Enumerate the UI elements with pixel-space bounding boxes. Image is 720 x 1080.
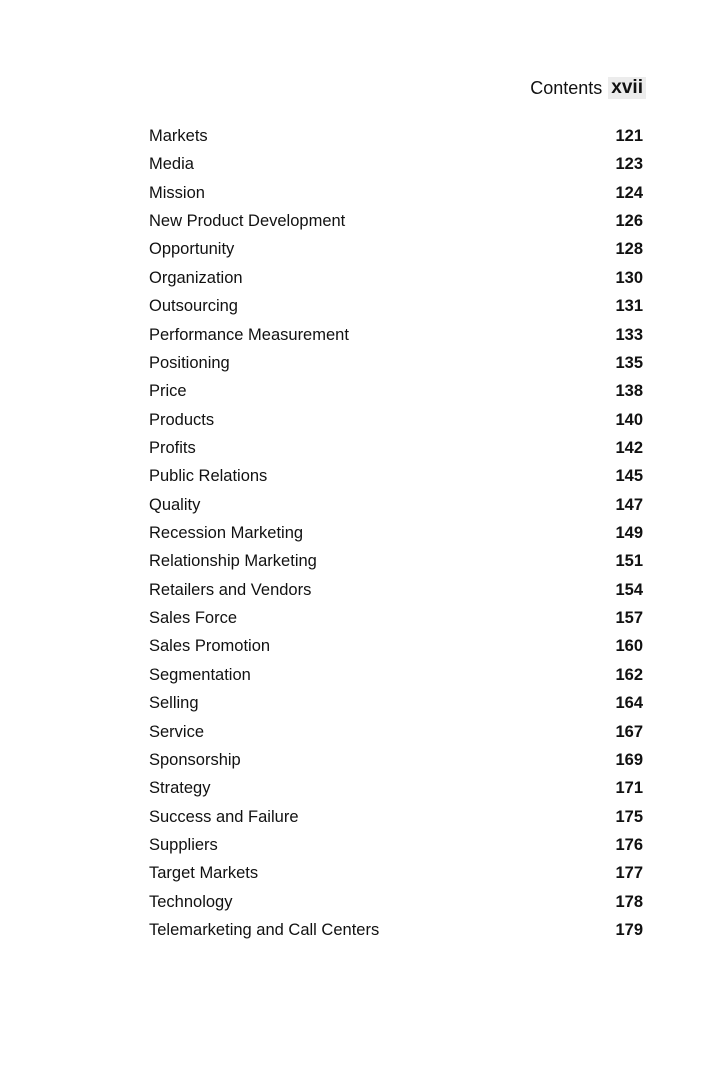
toc-entry: Products 140 — [149, 408, 643, 436]
toc-entry: Segmentation 162 — [149, 663, 643, 691]
toc-entry: Opportunity 128 — [149, 237, 643, 265]
toc-entry-page: 178 — [615, 892, 643, 911]
toc-entry-page: 160 — [615, 637, 643, 656]
toc-entry-page: 147 — [615, 495, 643, 514]
toc-entry-page: 157 — [615, 609, 643, 628]
toc-entry: Sales Promotion 160 — [149, 634, 643, 662]
toc-entry-title: New Product Development — [149, 212, 346, 231]
toc-entry-page: 140 — [615, 410, 643, 429]
toc-entry: Organization 130 — [149, 266, 643, 294]
toc-entry-title: Recession Marketing — [149, 524, 304, 543]
toc-entry-title: Profits — [149, 438, 196, 457]
toc-entry-title: Performance Measurement — [149, 325, 349, 344]
toc-entry-page: 164 — [615, 694, 643, 713]
toc-entry-page: 162 — [615, 665, 643, 684]
header-title: Contents — [530, 77, 603, 98]
toc-entry: Technology 178 — [149, 890, 643, 918]
toc-entry-title: Quality — [149, 495, 201, 514]
toc-entry-title: Products — [149, 410, 215, 429]
toc-entry-page: 121 — [615, 127, 643, 145]
toc-entry-title: Sponsorship — [149, 750, 241, 769]
toc-entry: Recession Marketing 149 — [149, 521, 643, 549]
toc-entry: Mission 124 — [149, 181, 643, 209]
toc-entry-page: 138 — [615, 382, 643, 401]
toc-entry-page: 142 — [615, 438, 643, 457]
toc-entry: Markets 121 — [149, 124, 643, 152]
toc-entry: Suppliers 176 — [149, 833, 643, 861]
toc-entry-title: Success and Failure — [149, 807, 299, 826]
toc-entry: Profits 142 — [149, 436, 643, 464]
toc-entry-page: 130 — [615, 268, 643, 287]
toc-entry: New Product Development 126 — [149, 209, 643, 237]
toc-entry: Media 123 — [149, 152, 643, 180]
toc-entry: Sales Force 157 — [149, 606, 643, 634]
toc-entry: Positioning 135 — [149, 351, 643, 379]
toc-entry-page: 149 — [615, 524, 643, 543]
toc-entry-page: 126 — [615, 212, 643, 231]
toc-entry: Strategy 171 — [149, 776, 643, 804]
toc-entry-page: 131 — [615, 297, 643, 316]
toc-entry: Quality 147 — [149, 493, 643, 521]
running-header: Contents xvii — [530, 77, 646, 99]
toc-entry: Target Markets 177 — [149, 861, 643, 889]
toc-entry-title: Media — [149, 155, 194, 174]
toc-entry-page: 145 — [615, 467, 643, 486]
toc-entry-title: Sales Force — [149, 609, 238, 628]
toc-entry: Public Relations 145 — [149, 464, 643, 492]
toc-entry-title: Positioning — [149, 353, 230, 372]
toc-entry-page: 128 — [615, 240, 643, 259]
toc-entry: Relationship Marketing 151 — [149, 549, 643, 577]
toc-entry-title: Retailers and Vendors — [149, 580, 312, 599]
toc-entry-title: Target Markets — [149, 864, 259, 883]
toc-entry-page: 135 — [615, 353, 643, 372]
toc-entry-title: Sales Promotion — [149, 637, 271, 656]
toc-entry-page: 169 — [615, 750, 643, 769]
toc-entry-page: 123 — [615, 155, 643, 174]
toc-entry: Performance Measurement 133 — [149, 323, 643, 351]
toc-entry-title: Suppliers — [149, 835, 218, 854]
toc-entry: Sponsorship 169 — [149, 748, 643, 776]
header-page-number: xvii — [608, 77, 646, 99]
toc-entry-title: Outsourcing — [149, 297, 238, 316]
toc-entry-page: 133 — [615, 325, 643, 344]
toc-entry-page: 179 — [615, 921, 643, 940]
toc-entry-title: Markets — [149, 127, 208, 145]
toc-entry-title: Selling — [149, 694, 199, 713]
toc-entry-title: Segmentation — [149, 665, 251, 684]
toc-entry-title: Relationship Marketing — [149, 552, 317, 571]
toc-entry: Success and Failure 175 — [149, 805, 643, 833]
toc-entry: Outsourcing 131 — [149, 294, 643, 322]
toc-entry-page: 154 — [615, 580, 643, 599]
toc-entry-title: Telemarketing and Call Centers — [149, 921, 380, 940]
toc-entry-page: 171 — [615, 779, 643, 798]
toc-entry-page: 124 — [615, 183, 643, 202]
toc-entry-page: 177 — [615, 864, 643, 883]
toc-entry-title: Price — [149, 382, 187, 401]
toc-entry-title: Opportunity — [149, 240, 235, 259]
toc-entry: Price 138 — [149, 379, 643, 407]
toc-entry-title: Strategy — [149, 779, 211, 798]
toc-entry-title: Technology — [149, 892, 233, 911]
toc-entry-title: Organization — [149, 268, 243, 287]
toc-entry: Telemarketing and Call Centers 179 — [149, 918, 643, 946]
table-of-contents: Markets 121 Media 123 Mission 124 New Product … — [149, 124, 643, 946]
toc-entry-page: 176 — [615, 835, 643, 854]
toc-entry-page: 167 — [615, 722, 643, 741]
toc-entry-title: Public Relations — [149, 467, 268, 486]
toc-entry-title: Service — [149, 722, 205, 741]
toc-entry-page: 175 — [615, 807, 643, 826]
toc-entry-title: Mission — [149, 183, 205, 202]
toc-entry: Service 167 — [149, 720, 643, 748]
toc-entry: Retailers and Vendors 154 — [149, 578, 643, 606]
toc-entry: Selling 164 — [149, 691, 643, 719]
toc-entry-page: 151 — [615, 552, 643, 571]
